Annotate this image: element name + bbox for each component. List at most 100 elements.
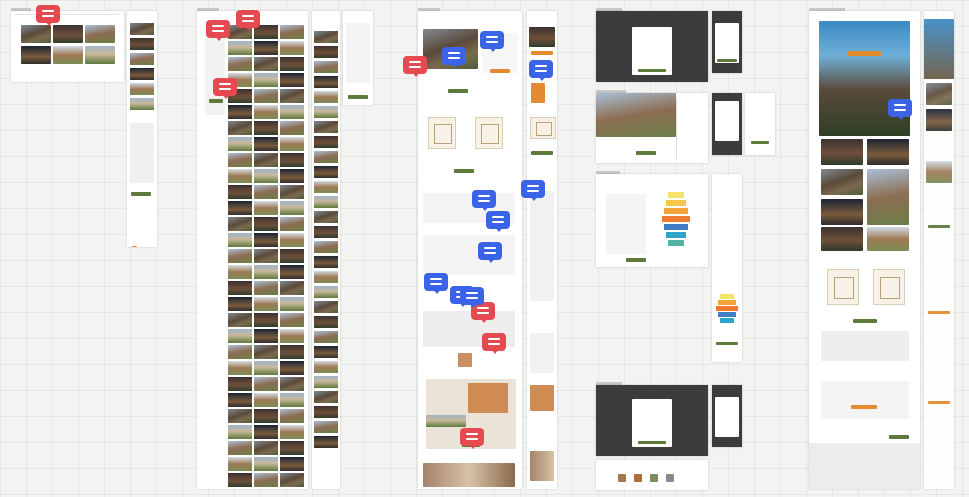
landing-hero-image: [924, 19, 954, 79]
modal-form[interactable]: [715, 397, 739, 437]
frame-gallery-mobile[interactable]: [127, 11, 157, 247]
modal-submit-button[interactable]: [638, 69, 666, 72]
frame-catalog-desktop[interactable]: [197, 11, 308, 489]
comment-bubble-icon[interactable]: [478, 242, 502, 266]
green-button[interactable]: [448, 89, 468, 93]
comment-bubble-icon[interactable]: [529, 60, 553, 84]
frame-popup-mobile[interactable]: [712, 93, 742, 155]
order-button[interactable]: [490, 69, 510, 73]
green-button[interactable]: [928, 225, 950, 228]
modal-submit-button[interactable]: [638, 441, 666, 444]
frame-calculator-desktop[interactable]: [596, 174, 708, 267]
calculator-form[interactable]: [606, 194, 646, 254]
comment-bubble-icon[interactable]: [403, 56, 427, 80]
comment-bubble-icon[interactable]: [213, 78, 237, 102]
frame-title-bar[interactable]: [596, 8, 622, 11]
frame-landing-mobile[interactable]: [924, 11, 954, 489]
hero-cta-button[interactable]: [847, 51, 881, 56]
filter-apply-button[interactable]: [348, 95, 368, 99]
price-bar-chart: [716, 294, 738, 323]
modal-form[interactable]: [632, 27, 672, 75]
gallery-photo: [867, 139, 909, 165]
content-block: [530, 191, 554, 301]
frame-filter-mobile[interactable]: [343, 11, 373, 105]
frame-landing-page[interactable]: [809, 11, 920, 489]
comment-bubble-icon[interactable]: [424, 273, 448, 297]
modal-form[interactable]: [715, 23, 739, 63]
comment-bubble-icon[interactable]: [460, 428, 484, 452]
house-thumbnail: [21, 25, 51, 43]
filter-panel[interactable]: [346, 23, 370, 83]
frame-modal-mobile-2[interactable]: [712, 385, 742, 447]
frame-popup-mobile-light[interactable]: [745, 93, 775, 155]
comment-bubble-icon[interactable]: [521, 180, 545, 204]
frame-footer-icons[interactable]: [596, 460, 708, 490]
green-button[interactable]: [531, 151, 553, 155]
calculate-button[interactable]: [626, 258, 646, 262]
catalog-grid: [228, 25, 304, 489]
house-thumbnail: [53, 25, 83, 43]
frame-title-bar[interactable]: [11, 8, 31, 11]
brick-block-image: [468, 383, 508, 413]
comment-bubble-icon[interactable]: [482, 333, 506, 357]
category-icon[interactable]: [618, 474, 626, 482]
comment-bubble-icon[interactable]: [36, 5, 60, 29]
popup-form[interactable]: [715, 101, 739, 141]
frame-popup-desktop[interactable]: [596, 93, 708, 163]
order-button[interactable]: [531, 51, 553, 55]
modal-submit-button[interactable]: [717, 59, 737, 62]
frame-title-bar[interactable]: [596, 382, 622, 385]
comment-bubble-icon[interactable]: [471, 302, 495, 326]
frame-modal-desktop-2[interactable]: [596, 385, 708, 456]
frame-project-detail[interactable]: [418, 11, 522, 489]
green-button[interactable]: [853, 319, 877, 323]
form-submit-button[interactable]: [851, 405, 877, 409]
interior-photo: [423, 463, 515, 487]
frame-catalog-mobile[interactable]: [312, 11, 340, 489]
calculate-button[interactable]: [716, 342, 738, 345]
comment-bubble-icon[interactable]: [472, 190, 496, 214]
form-block[interactable]: [821, 381, 909, 419]
frame-title-bar[interactable]: [197, 8, 219, 11]
comment-bubble-icon[interactable]: [442, 47, 466, 71]
modal-form[interactable]: [632, 399, 672, 447]
comment-bubble-icon[interactable]: [206, 20, 230, 44]
green-button[interactable]: [751, 141, 769, 144]
frame-title-bar[interactable]: [809, 8, 845, 11]
gallery-photo: [867, 227, 909, 251]
green-button[interactable]: [636, 151, 656, 155]
project-hero-image: [529, 27, 555, 47]
mobile-thumb-list: [130, 23, 154, 110]
house-thumbnail: [53, 46, 83, 64]
comment-bubble-icon[interactable]: [480, 31, 504, 55]
frame-title-bar[interactable]: [596, 90, 626, 93]
frame-title-bar[interactable]: [418, 8, 440, 11]
comment-bubble-icon[interactable]: [888, 99, 912, 123]
category-icon[interactable]: [634, 474, 642, 482]
comment-bubble-icon[interactable]: [486, 211, 510, 235]
green-button[interactable]: [131, 192, 151, 196]
floor-plan-image: [873, 269, 905, 305]
orange-button[interactable]: [928, 401, 950, 404]
brick-block-image: [530, 385, 554, 411]
frame-title-bar[interactable]: [596, 171, 620, 174]
frame-project-mobile[interactable]: [527, 11, 557, 489]
comment-bubble-icon[interactable]: [460, 287, 484, 311]
gallery-photo: [867, 169, 909, 225]
green-button[interactable]: [889, 435, 909, 439]
green-button[interactable]: [454, 169, 474, 173]
frame-gallery-desktop[interactable]: [11, 11, 124, 82]
comment-bubble-icon[interactable]: [236, 10, 260, 34]
header-bar: [15, 14, 119, 15]
badge: [132, 246, 137, 247]
category-icon[interactable]: [650, 474, 658, 482]
category-icon[interactable]: [666, 474, 674, 482]
popup-panel[interactable]: [676, 97, 707, 159]
orange-button[interactable]: [928, 311, 950, 314]
frame-modal-mobile[interactable]: [712, 11, 742, 73]
filter-apply-button[interactable]: [209, 99, 223, 103]
frame-modal-desktop[interactable]: [596, 11, 708, 82]
reviews-block: [530, 333, 554, 373]
frame-calculator-mobile[interactable]: [712, 174, 742, 362]
